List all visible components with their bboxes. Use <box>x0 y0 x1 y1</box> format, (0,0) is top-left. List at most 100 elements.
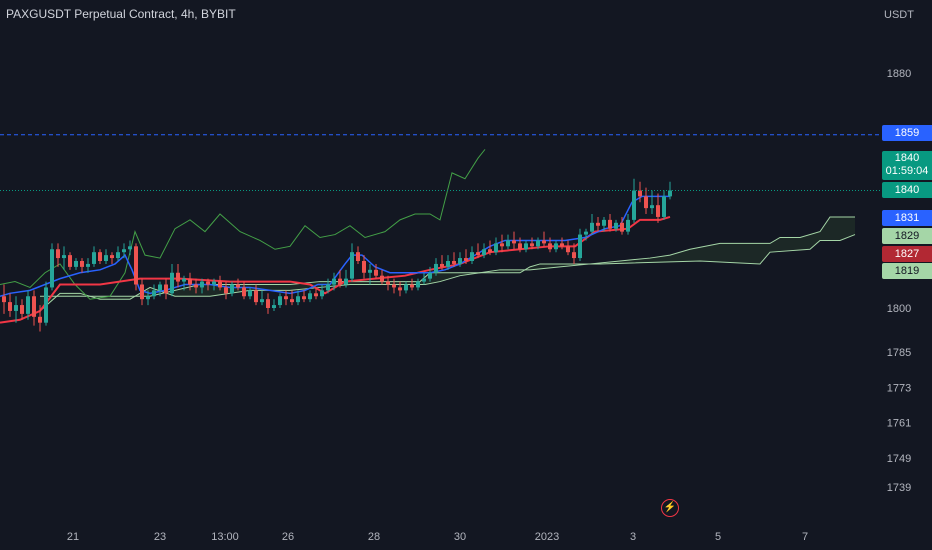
y-tick-label: 1749 <box>887 453 911 465</box>
span-b-line <box>40 234 856 297</box>
x-tick-label: 13:00 <box>211 531 239 543</box>
candle-body <box>218 281 222 288</box>
candle-body <box>44 287 48 323</box>
y-tick-label: 1880 <box>887 68 911 80</box>
candle-body <box>122 249 126 253</box>
candle-body <box>302 296 306 300</box>
candle-body <box>542 240 546 244</box>
candle-body <box>134 246 138 285</box>
candle-body <box>254 290 258 303</box>
candle-body <box>554 243 558 250</box>
candle-body <box>92 252 96 264</box>
x-tick-label: 3 <box>630 531 636 543</box>
candle-body <box>644 196 648 209</box>
candle-body <box>638 190 642 197</box>
tenkan-badge: 1827 <box>882 246 932 262</box>
candle-body <box>446 261 450 267</box>
bar-countdown: 01:59:04 <box>885 165 929 177</box>
candle-body <box>362 261 366 273</box>
candle-body <box>662 196 666 217</box>
candle-body <box>530 243 534 247</box>
candle-body <box>200 281 204 288</box>
candle-body <box>470 252 474 261</box>
candle-body <box>596 222 600 226</box>
y-tick-label: 1761 <box>887 418 911 430</box>
candle-body <box>164 284 168 294</box>
candle-body <box>110 255 114 259</box>
candle-body <box>260 299 264 303</box>
candle-body <box>356 252 360 261</box>
span-b-badge: 1819 <box>882 263 932 279</box>
candle-body <box>62 255 66 259</box>
y-tick-label: 1800 <box>887 303 911 315</box>
candle-body <box>416 281 420 288</box>
candle-body <box>56 249 60 259</box>
candle-body <box>338 278 342 285</box>
candle-body <box>626 219 630 232</box>
candle-body <box>80 261 84 267</box>
candle-body <box>560 243 564 247</box>
candle-body <box>512 240 516 244</box>
candle-body <box>350 252 354 279</box>
x-tick-label: 21 <box>67 531 79 543</box>
candle-body <box>224 287 228 294</box>
candle-body <box>476 252 480 256</box>
candle-body <box>614 222 618 229</box>
candle-body <box>176 272 180 282</box>
candle-body <box>440 263 444 267</box>
candle-body <box>284 296 288 300</box>
candle-body <box>578 234 582 259</box>
candle-body <box>296 296 300 303</box>
price-axis[interactable]: USDT 1880 1800 1785 1773 1761 1749 1739 <box>884 9 914 494</box>
lagging-span-line <box>0 149 486 300</box>
candle-body <box>632 190 636 220</box>
candle-body <box>602 219 606 226</box>
candle-body <box>452 261 456 264</box>
candle-body <box>242 287 246 297</box>
candle-body <box>68 255 72 267</box>
reference-lines <box>0 134 880 191</box>
candle-body <box>650 205 654 209</box>
y-tick-label: 1739 <box>887 482 911 494</box>
span-a-badge: 1829 <box>882 228 932 244</box>
candle-body <box>380 275 384 282</box>
candle-body <box>140 284 144 300</box>
kijun-badge: 1831 <box>882 210 932 226</box>
x-tick-label: 30 <box>454 531 466 543</box>
last-close-badge: 1840 <box>882 182 932 198</box>
candle-body <box>26 296 30 314</box>
candle-body <box>536 240 540 247</box>
candlestick-series <box>2 178 672 332</box>
candle-body <box>374 269 378 276</box>
candle-body <box>584 231 588 235</box>
candle-body <box>434 263 438 273</box>
candle-body <box>422 278 426 282</box>
candle-body <box>566 246 570 253</box>
candle-body <box>398 287 402 291</box>
candle-body <box>590 222 594 232</box>
indicator-lines <box>0 149 856 324</box>
candle-body <box>572 252 576 259</box>
candle-body <box>14 305 18 311</box>
candle-body <box>182 278 186 282</box>
candle-body <box>20 305 24 314</box>
x-tick-label: 5 <box>715 531 721 543</box>
candle-body <box>308 293 312 300</box>
candle-body <box>146 296 150 300</box>
candle-body <box>32 296 36 317</box>
candle-body <box>656 205 660 217</box>
candle-body <box>116 252 120 259</box>
candle-body <box>230 284 234 294</box>
candle-body <box>194 284 198 288</box>
candle-body <box>152 290 156 297</box>
candle-body <box>344 278 348 285</box>
x-tick-label: 2023 <box>535 531 559 543</box>
time-axis[interactable]: 21 23 13:00 26 28 30 2023 3 5 7 <box>67 531 808 543</box>
lightning-icon[interactable]: ⚡ <box>661 499 679 517</box>
candle-body <box>314 293 318 297</box>
last-price-badge: 1840 01:59:04 <box>882 151 932 180</box>
y-tick-label: 1785 <box>887 347 911 359</box>
candle-body <box>608 219 612 229</box>
candle-body <box>170 272 174 294</box>
